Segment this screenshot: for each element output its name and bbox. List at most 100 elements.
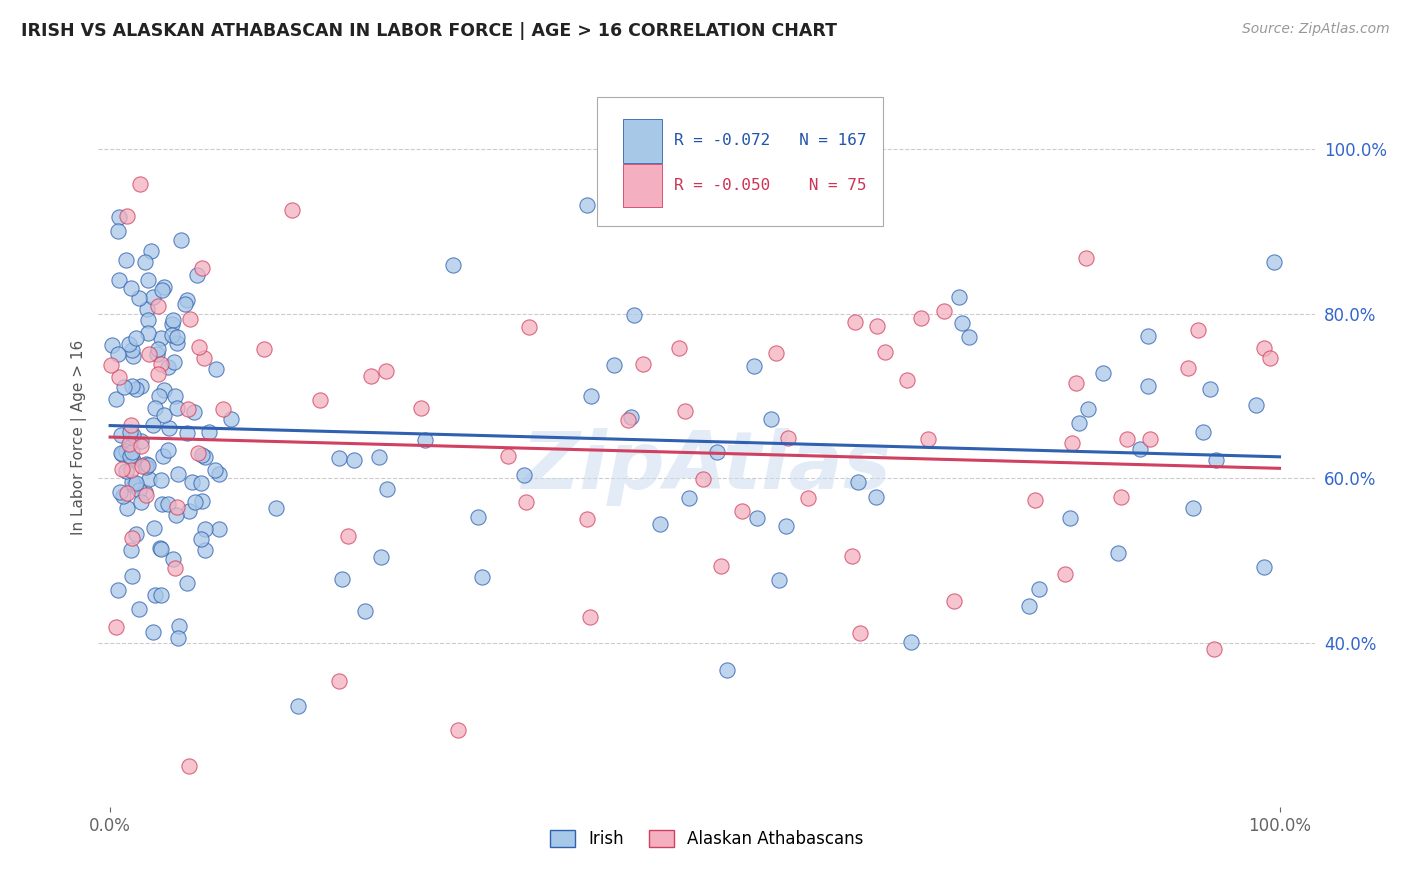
FancyBboxPatch shape xyxy=(623,120,661,162)
Point xyxy=(1018,599,1040,613)
Point xyxy=(375,364,398,378)
Point xyxy=(1064,376,1087,390)
Point xyxy=(190,493,212,508)
Point xyxy=(176,293,198,308)
Point xyxy=(180,475,202,490)
Point xyxy=(167,467,190,481)
Point xyxy=(157,421,180,435)
Point xyxy=(128,291,150,305)
Point xyxy=(1116,433,1139,447)
Point xyxy=(107,582,129,597)
Point xyxy=(129,439,152,453)
Point xyxy=(354,604,377,618)
Point xyxy=(105,392,128,406)
Point xyxy=(142,290,165,304)
Point xyxy=(1205,453,1227,467)
Text: R = -0.050    N = 75: R = -0.050 N = 75 xyxy=(673,178,866,193)
Point xyxy=(165,508,187,522)
Point xyxy=(368,450,391,464)
Point xyxy=(115,500,138,515)
Point xyxy=(153,280,176,294)
Point xyxy=(143,588,166,602)
Point xyxy=(142,417,165,432)
Point xyxy=(120,281,142,295)
Point xyxy=(100,358,122,372)
Point xyxy=(190,533,212,547)
Point xyxy=(121,543,143,558)
Point xyxy=(148,388,170,402)
Point xyxy=(1253,559,1275,574)
Point xyxy=(513,468,536,483)
Point xyxy=(120,437,142,451)
Point xyxy=(873,345,896,359)
Point xyxy=(692,472,714,486)
Point xyxy=(120,417,142,432)
Point xyxy=(745,511,768,525)
Point xyxy=(107,347,129,361)
Point xyxy=(165,389,187,403)
Point xyxy=(118,425,141,439)
Point xyxy=(162,552,184,566)
Point xyxy=(186,268,208,283)
Point xyxy=(1187,323,1209,337)
Point xyxy=(183,495,205,509)
Point xyxy=(122,478,145,492)
Point xyxy=(173,297,195,311)
Point xyxy=(194,450,217,464)
Point xyxy=(343,453,366,467)
Point xyxy=(150,283,173,297)
Point xyxy=(183,405,205,419)
Point xyxy=(1258,351,1281,366)
Point xyxy=(194,522,217,536)
Point xyxy=(446,723,468,738)
Point xyxy=(128,602,150,616)
Point xyxy=(846,475,869,489)
Point xyxy=(131,458,153,473)
Point xyxy=(716,663,738,677)
Point xyxy=(107,273,129,287)
Point xyxy=(668,342,690,356)
Point xyxy=(797,491,820,505)
Point xyxy=(146,347,169,361)
Point xyxy=(1181,501,1204,516)
Point xyxy=(110,446,132,460)
Point xyxy=(179,312,201,326)
Point xyxy=(1139,432,1161,446)
Point xyxy=(952,316,974,330)
Point xyxy=(1198,382,1220,396)
Point xyxy=(197,425,219,439)
Point xyxy=(138,472,160,486)
Point xyxy=(121,343,143,357)
Point xyxy=(328,674,350,689)
Point xyxy=(623,308,645,322)
Point xyxy=(107,223,129,237)
Point xyxy=(120,463,142,477)
Point xyxy=(1244,398,1267,412)
Point xyxy=(515,495,537,509)
Point xyxy=(413,433,436,447)
Point xyxy=(128,483,150,497)
Point xyxy=(115,464,138,478)
Point xyxy=(910,310,932,325)
Point xyxy=(191,448,214,462)
Point xyxy=(136,458,159,472)
Point xyxy=(193,351,215,365)
Point xyxy=(134,255,156,269)
Point xyxy=(121,531,143,545)
Point xyxy=(129,434,152,449)
Point xyxy=(118,436,141,450)
Point xyxy=(942,593,965,607)
Point xyxy=(1109,490,1132,504)
Point xyxy=(337,529,360,543)
Point xyxy=(188,340,211,354)
Point xyxy=(166,336,188,351)
Point xyxy=(603,358,626,372)
Point xyxy=(731,504,754,518)
Point xyxy=(135,487,157,501)
Point xyxy=(114,253,136,268)
Point xyxy=(149,541,172,556)
Point xyxy=(1074,251,1097,265)
Text: Source: ZipAtlas.com: Source: ZipAtlas.com xyxy=(1241,22,1389,37)
Point xyxy=(121,453,143,467)
Point xyxy=(578,609,600,624)
